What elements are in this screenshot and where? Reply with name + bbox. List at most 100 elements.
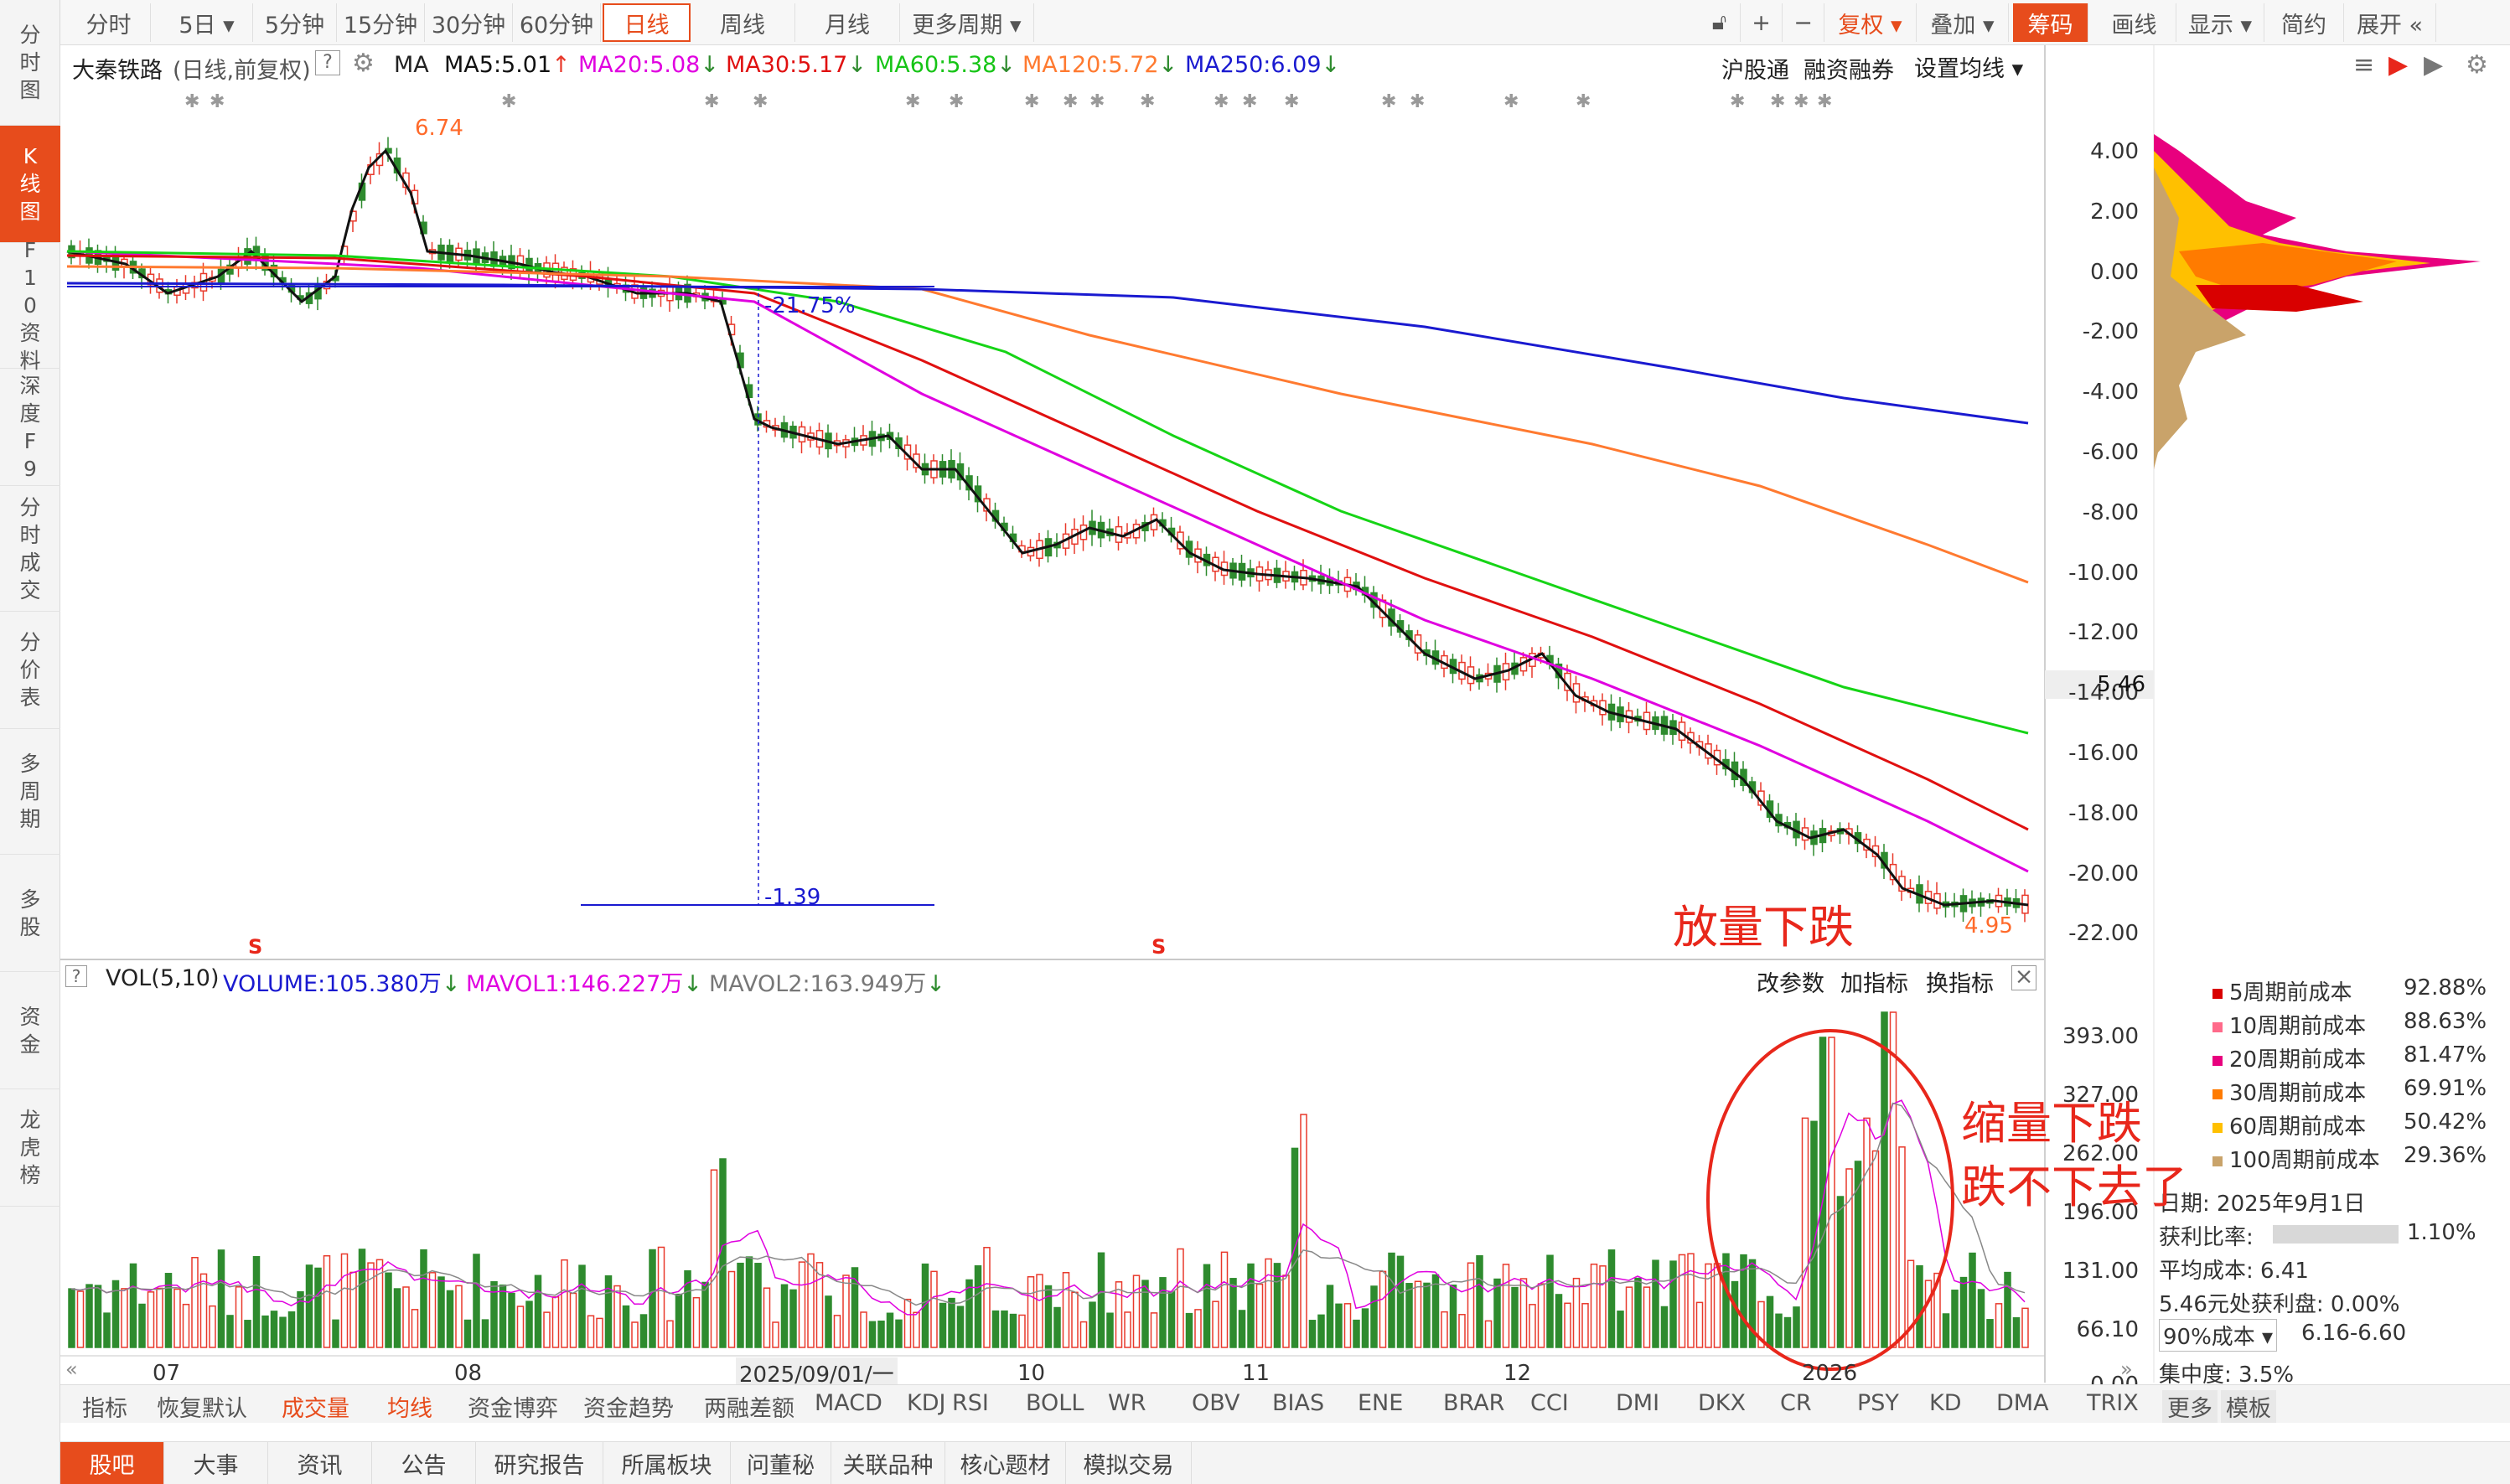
nav-kline[interactable]: K线图 [0, 126, 60, 243]
help-icon[interactable]: ? [65, 965, 87, 987]
simple-button[interactable]: 简约 [2264, 3, 2344, 42]
indicator-tab[interactable]: CCI [1530, 1390, 1569, 1416]
indicator-tab[interactable]: ENE [1358, 1390, 1404, 1416]
period-30min[interactable]: 30分钟 [425, 3, 513, 42]
volume-bar [1115, 1281, 1123, 1348]
event-marker-icon: ✱ [753, 91, 768, 112]
link-hk-connect[interactable]: 沪股通 [1721, 58, 1789, 84]
nav-timeshare[interactable]: 分时图 [0, 0, 60, 126]
nav-label: F10资料 [19, 238, 41, 373]
scroll-right-icon[interactable]: » [2120, 1357, 2133, 1381]
indicator-tab[interactable]: 成交量 [282, 1396, 349, 1422]
lock-icon[interactable]: 🔓︎ [1699, 3, 1741, 42]
link-margin[interactable]: 融资融券 [1804, 58, 1894, 84]
close-icon[interactable]: × [2011, 965, 2036, 990]
bottom-tab[interactable]: 问董秘 [731, 1442, 831, 1484]
nav-trades[interactable]: 分时成交 [0, 486, 60, 612]
indicator-tab[interactable]: BOLL [1026, 1390, 1084, 1416]
nav-price-table[interactable]: 分价表 [0, 612, 60, 729]
indicator-tab[interactable]: DKX [1698, 1390, 1746, 1416]
zoom-out-button[interactable]: − [1783, 3, 1824, 42]
period-5day[interactable]: 5日 ▾ [161, 3, 253, 42]
indicator-tab[interactable]: MACD [815, 1390, 882, 1416]
nav-dragon-tiger[interactable]: 龙虎榜 [0, 1089, 60, 1207]
chip-flag-icon[interactable]: ▶ [2388, 50, 2409, 80]
chip-flag2-icon[interactable]: ▶ [2424, 50, 2444, 80]
period-5min[interactable]: 5分钟 [253, 3, 337, 42]
bottom-tab[interactable]: 大事 [164, 1442, 268, 1484]
indicator-tab[interactable]: OBV [1192, 1390, 1240, 1416]
indicator-tab[interactable]: 均线 [387, 1396, 432, 1422]
indicator-tab[interactable]: KDJ [907, 1390, 946, 1416]
bottom-tab[interactable]: 关联品种 [831, 1442, 945, 1484]
bottom-tab[interactable]: 资讯 [268, 1442, 372, 1484]
nav-depth[interactable]: 深度F9 [0, 369, 60, 486]
bottom-tab[interactable]: 研究报告 [476, 1442, 603, 1484]
period-timeshare[interactable]: 分时 [67, 3, 151, 42]
indicator-tab[interactable]: KD [1929, 1390, 1962, 1416]
indicator-tab[interactable]: 资金趋势 [583, 1396, 674, 1422]
indicator-tab[interactable]: 模板 [2221, 1390, 2276, 1423]
chip-list-icon[interactable]: ≡ [2353, 50, 2375, 80]
settings-gear-icon[interactable]: ⚙ [2466, 50, 2488, 80]
indicator-tab[interactable]: 资金博弈 [468, 1396, 558, 1422]
zoom-in-button[interactable]: + [1741, 3, 1783, 42]
indicator-tab[interactable]: DMA [1996, 1390, 2049, 1416]
period-15min[interactable]: 15分钟 [337, 3, 425, 42]
indicator-tab[interactable]: WR [1108, 1390, 1146, 1416]
indicator-tab[interactable]: BIAS [1272, 1390, 1325, 1416]
nav-multi-period[interactable]: 多周期 [0, 729, 60, 855]
chip-button[interactable]: 筹码 [2013, 3, 2088, 42]
volume-bar [1467, 1262, 1475, 1348]
volume-bar [1713, 1263, 1721, 1348]
bottom-tabs: 股吧 大事 资讯 公告 研究报告 所属板块 问董秘 关联品种 核心题材 模拟交易 [60, 1441, 2510, 1484]
draw-button[interactable]: 画线 [2093, 3, 2176, 42]
scroll-left-icon[interactable]: « [65, 1357, 78, 1381]
ma-settings-dropdown[interactable]: 设置均线 ▾ [1914, 56, 2024, 82]
volume-bar [1783, 1316, 1792, 1348]
adjust-button[interactable]: 复权 ▾ [1824, 3, 1917, 42]
nav-f10[interactable]: F10资料 [0, 238, 60, 373]
event-marker-icon: ✱ [1063, 91, 1078, 112]
expand-button[interactable]: 展开 « [2344, 3, 2436, 42]
indicator-tab[interactable]: DMI [1616, 1390, 1660, 1416]
cost-percent-select[interactable]: 90%成本 ▾ [2159, 1319, 2278, 1352]
period-60min[interactable]: 60分钟 [513, 3, 601, 42]
period-weekly[interactable]: 周线 [691, 3, 795, 42]
settings-gear-icon[interactable]: ⚙ [352, 49, 375, 78]
bottom-tab[interactable]: 核心题材 [945, 1442, 1066, 1484]
bottom-tab[interactable]: 模拟交易 [1066, 1442, 1192, 1484]
display-button[interactable]: 显示 ▾ [2176, 3, 2264, 42]
indicator-tab[interactable]: TRIX [2087, 1390, 2139, 1416]
nav-label: K线图 [19, 144, 41, 224]
volume-bar [1062, 1272, 1070, 1348]
volume-bar [1916, 1264, 1923, 1348]
indicator-tab[interactable]: RSI [952, 1390, 989, 1416]
indicator-tab[interactable]: PSY [1857, 1390, 1899, 1416]
period-daily[interactable]: 日线 [603, 3, 691, 42]
volume-bar [68, 1288, 75, 1348]
indicator-tab[interactable]: 更多 [2162, 1390, 2218, 1423]
edit-params-link[interactable]: 改参数 [1757, 971, 1824, 997]
indicator-tab[interactable]: BRAR [1443, 1390, 1505, 1416]
volume-bar [1687, 1253, 1695, 1348]
volume-bar [411, 1309, 419, 1348]
bottom-tab[interactable]: 股吧 [60, 1442, 164, 1484]
add-indicator-link[interactable]: 加指标 [1840, 971, 1908, 997]
nav-capital[interactable]: 资金 [0, 972, 60, 1089]
overlay-button[interactable]: 叠加 ▾ [1917, 3, 2009, 42]
indicator-tab[interactable]: CR [1780, 1390, 1812, 1416]
change-indicator-link[interactable]: 换指标 [1926, 971, 1994, 997]
indicator-tab[interactable]: 指标 [82, 1396, 127, 1422]
bottom-tab[interactable]: 公告 [372, 1442, 476, 1484]
indicator-tab[interactable]: 恢复默认 [157, 1396, 247, 1422]
bottom-tab[interactable]: 所属板块 [603, 1442, 731, 1484]
period-monthly[interactable]: 月线 [795, 3, 900, 42]
period-more[interactable]: 更多周期 ▾ [900, 3, 1034, 42]
help-icon[interactable]: ? [315, 50, 340, 75]
indicator-tab[interactable]: 两融差额 [704, 1396, 794, 1422]
volume-bar [1599, 1265, 1607, 1348]
nav-multi-stock[interactable]: 多股 [0, 855, 60, 972]
volume-bar [2012, 1316, 2021, 1348]
